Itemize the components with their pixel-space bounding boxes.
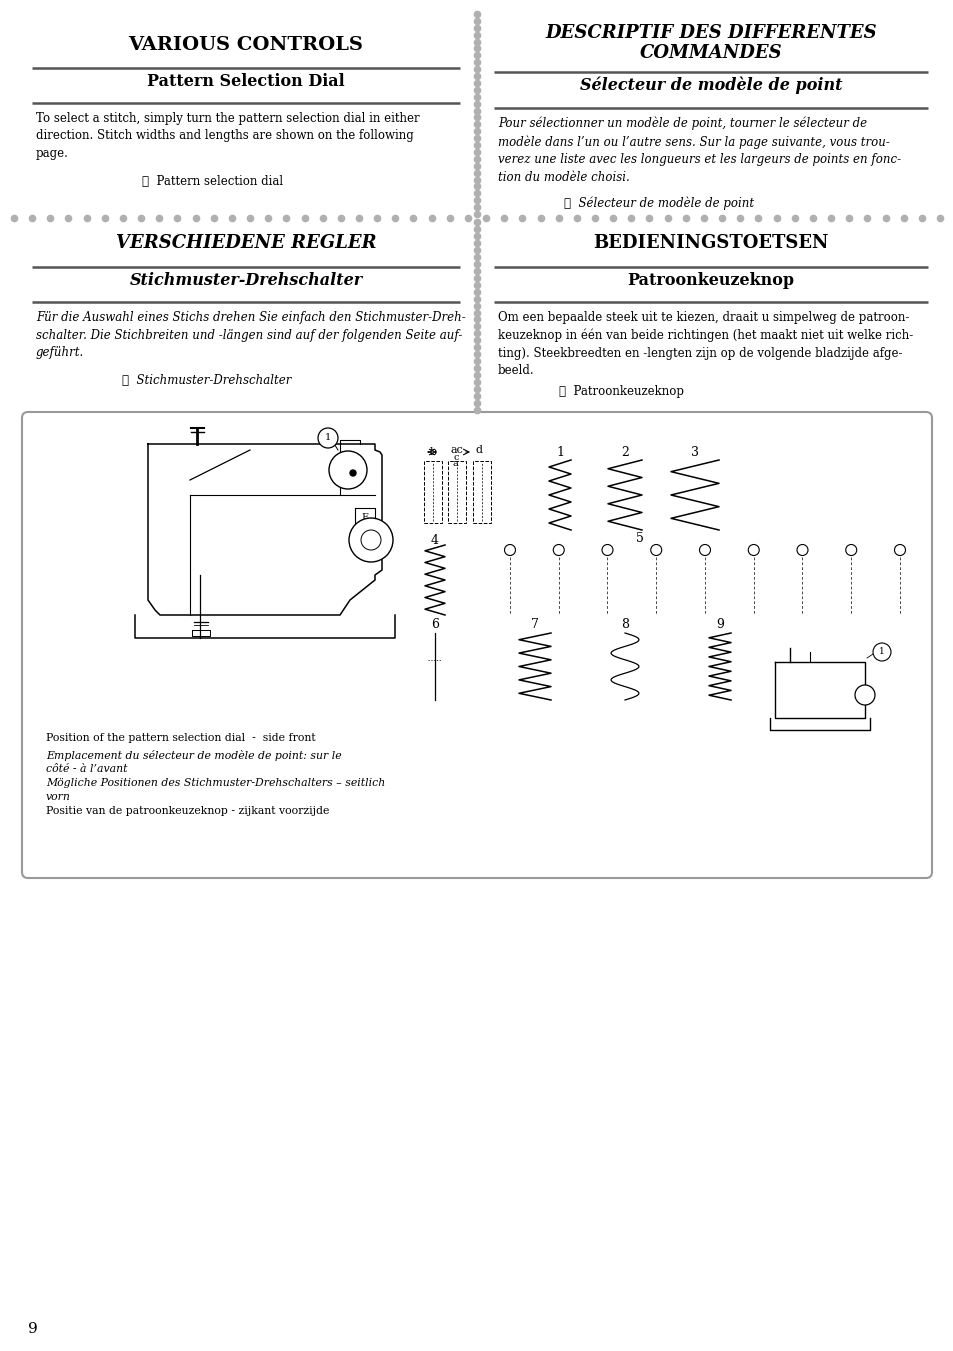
Text: ①  Stichmuster-Drehschalter: ① Stichmuster-Drehschalter [122, 374, 291, 386]
Text: DESCRIPTIF DES DIFFERENTES
COMMANDES: DESCRIPTIF DES DIFFERENTES COMMANDES [544, 24, 876, 62]
Text: 1: 1 [879, 647, 884, 657]
Text: To select a stitch, simply turn the pattern selection dial in either
direction. : To select a stitch, simply turn the patt… [36, 112, 419, 159]
Text: Pattern Selection Dial: Pattern Selection Dial [147, 73, 344, 91]
Circle shape [553, 544, 563, 555]
Circle shape [796, 544, 807, 555]
Text: ①  Pattern selection dial: ① Pattern selection dial [142, 176, 283, 188]
Text: d: d [476, 444, 482, 455]
Text: Für die Auswahl eines Stichs drehen Sie einfach den Stichmuster-Dreh-
schalter. : Für die Auswahl eines Stichs drehen Sie … [36, 311, 465, 359]
Text: E: E [361, 513, 368, 523]
Text: vorn: vorn [46, 792, 71, 802]
Text: c: c [454, 454, 459, 462]
Text: Positie van de patroonkeuzeknop - zijkant voorzijde: Positie van de patroonkeuzeknop - zijkan… [46, 807, 329, 816]
Circle shape [894, 544, 904, 555]
Circle shape [845, 544, 856, 555]
Text: Emplacement du sélecteur de modèle de point: sur le: Emplacement du sélecteur de modèle de po… [46, 750, 341, 761]
Text: Pour sélectionner un modèle de point, tourner le sélecteur de
modèle dans l’un o: Pour sélectionner un modèle de point, to… [497, 118, 901, 184]
Circle shape [329, 451, 367, 489]
Circle shape [601, 544, 613, 555]
Text: Sélecteur de modèle de point: Sélecteur de modèle de point [579, 77, 841, 95]
Circle shape [349, 517, 393, 562]
Text: 6: 6 [431, 619, 438, 631]
Text: 9: 9 [716, 619, 723, 631]
Circle shape [747, 544, 759, 555]
Text: VARIOUS CONTROLS: VARIOUS CONTROLS [129, 36, 363, 54]
Text: 5: 5 [636, 531, 643, 544]
Text: 9: 9 [28, 1323, 38, 1336]
Circle shape [650, 544, 661, 555]
Bar [448, 461, 465, 523]
Bar [423, 461, 441, 523]
Text: Om een bepaalde steek uit te kiezen, draait u simpelweg de patroon-
keuzeknop in: Om een bepaalde steek uit te kiezen, dra… [497, 311, 912, 377]
Circle shape [872, 643, 890, 661]
Text: b: b [429, 447, 436, 457]
FancyBboxPatch shape [22, 412, 931, 878]
Circle shape [317, 428, 337, 449]
Text: 7: 7 [531, 619, 538, 631]
Text: Stichmuster-Drehschalter: Stichmuster-Drehschalter [130, 272, 362, 289]
Circle shape [360, 530, 380, 550]
Text: ①  Sélecteur de modèle de point: ① Sélecteur de modèle de point [563, 196, 753, 209]
Circle shape [504, 544, 515, 555]
Text: a: a [452, 459, 457, 469]
Bar [473, 461, 491, 523]
Text: Patroonkeuzeknop: Patroonkeuzeknop [627, 272, 794, 289]
Circle shape [350, 470, 355, 476]
Text: ①  Patroonkeuzeknop: ① Patroonkeuzeknop [558, 385, 683, 399]
Text: 2: 2 [620, 446, 628, 458]
Text: 3: 3 [690, 446, 699, 458]
Text: Mögliche Positionen des Stichmuster-Drehschalters – seitlich: Mögliche Positionen des Stichmuster-Dreh… [46, 778, 385, 788]
Text: VERSCHIEDENE REGLER: VERSCHIEDENE REGLER [115, 234, 375, 253]
Text: ac: ac [451, 444, 463, 455]
Text: côté - à l’avant: côté - à l’avant [46, 765, 128, 774]
Text: 8: 8 [620, 619, 628, 631]
Text: 1: 1 [325, 434, 331, 443]
Text: 4: 4 [431, 534, 438, 547]
Text: BEDIENINGSTOETSEN: BEDIENINGSTOETSEN [593, 234, 828, 253]
Text: Position of the pattern selection dial  -  side front: Position of the pattern selection dial -… [46, 734, 315, 743]
Text: 1: 1 [556, 446, 563, 458]
Circle shape [854, 685, 874, 705]
Circle shape [699, 544, 710, 555]
